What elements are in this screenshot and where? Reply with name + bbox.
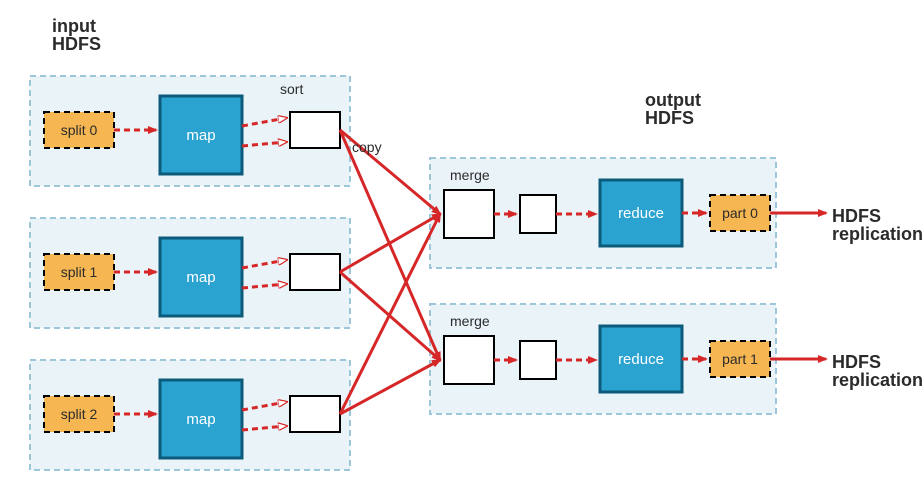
split-label: split 1 (61, 264, 98, 280)
output-hdfs-label: outputHDFS (645, 90, 701, 128)
merged-box (520, 341, 556, 379)
map-label: map (186, 127, 215, 144)
sort-annotation: sort (280, 81, 303, 97)
map-label: map (186, 411, 215, 428)
hdfs-replication-label: HDFSreplication (832, 352, 923, 390)
merged-box (520, 195, 556, 233)
input-hdfs-label: inputHDFS (52, 16, 101, 54)
split-label: split 2 (61, 406, 98, 422)
merge1-annotation: merge (450, 167, 490, 183)
part-label: part 1 (722, 351, 758, 367)
map-label: map (186, 269, 215, 286)
part-label: part 0 (722, 205, 758, 221)
reduce-label: reduce (618, 351, 664, 368)
merge2-annotation: merge (450, 313, 490, 329)
hdfs-replication-label: HDFSreplication (832, 206, 923, 244)
reduce-label: reduce (618, 205, 664, 222)
split-label: split 0 (61, 122, 98, 138)
copy-annotation: copy (352, 139, 382, 155)
